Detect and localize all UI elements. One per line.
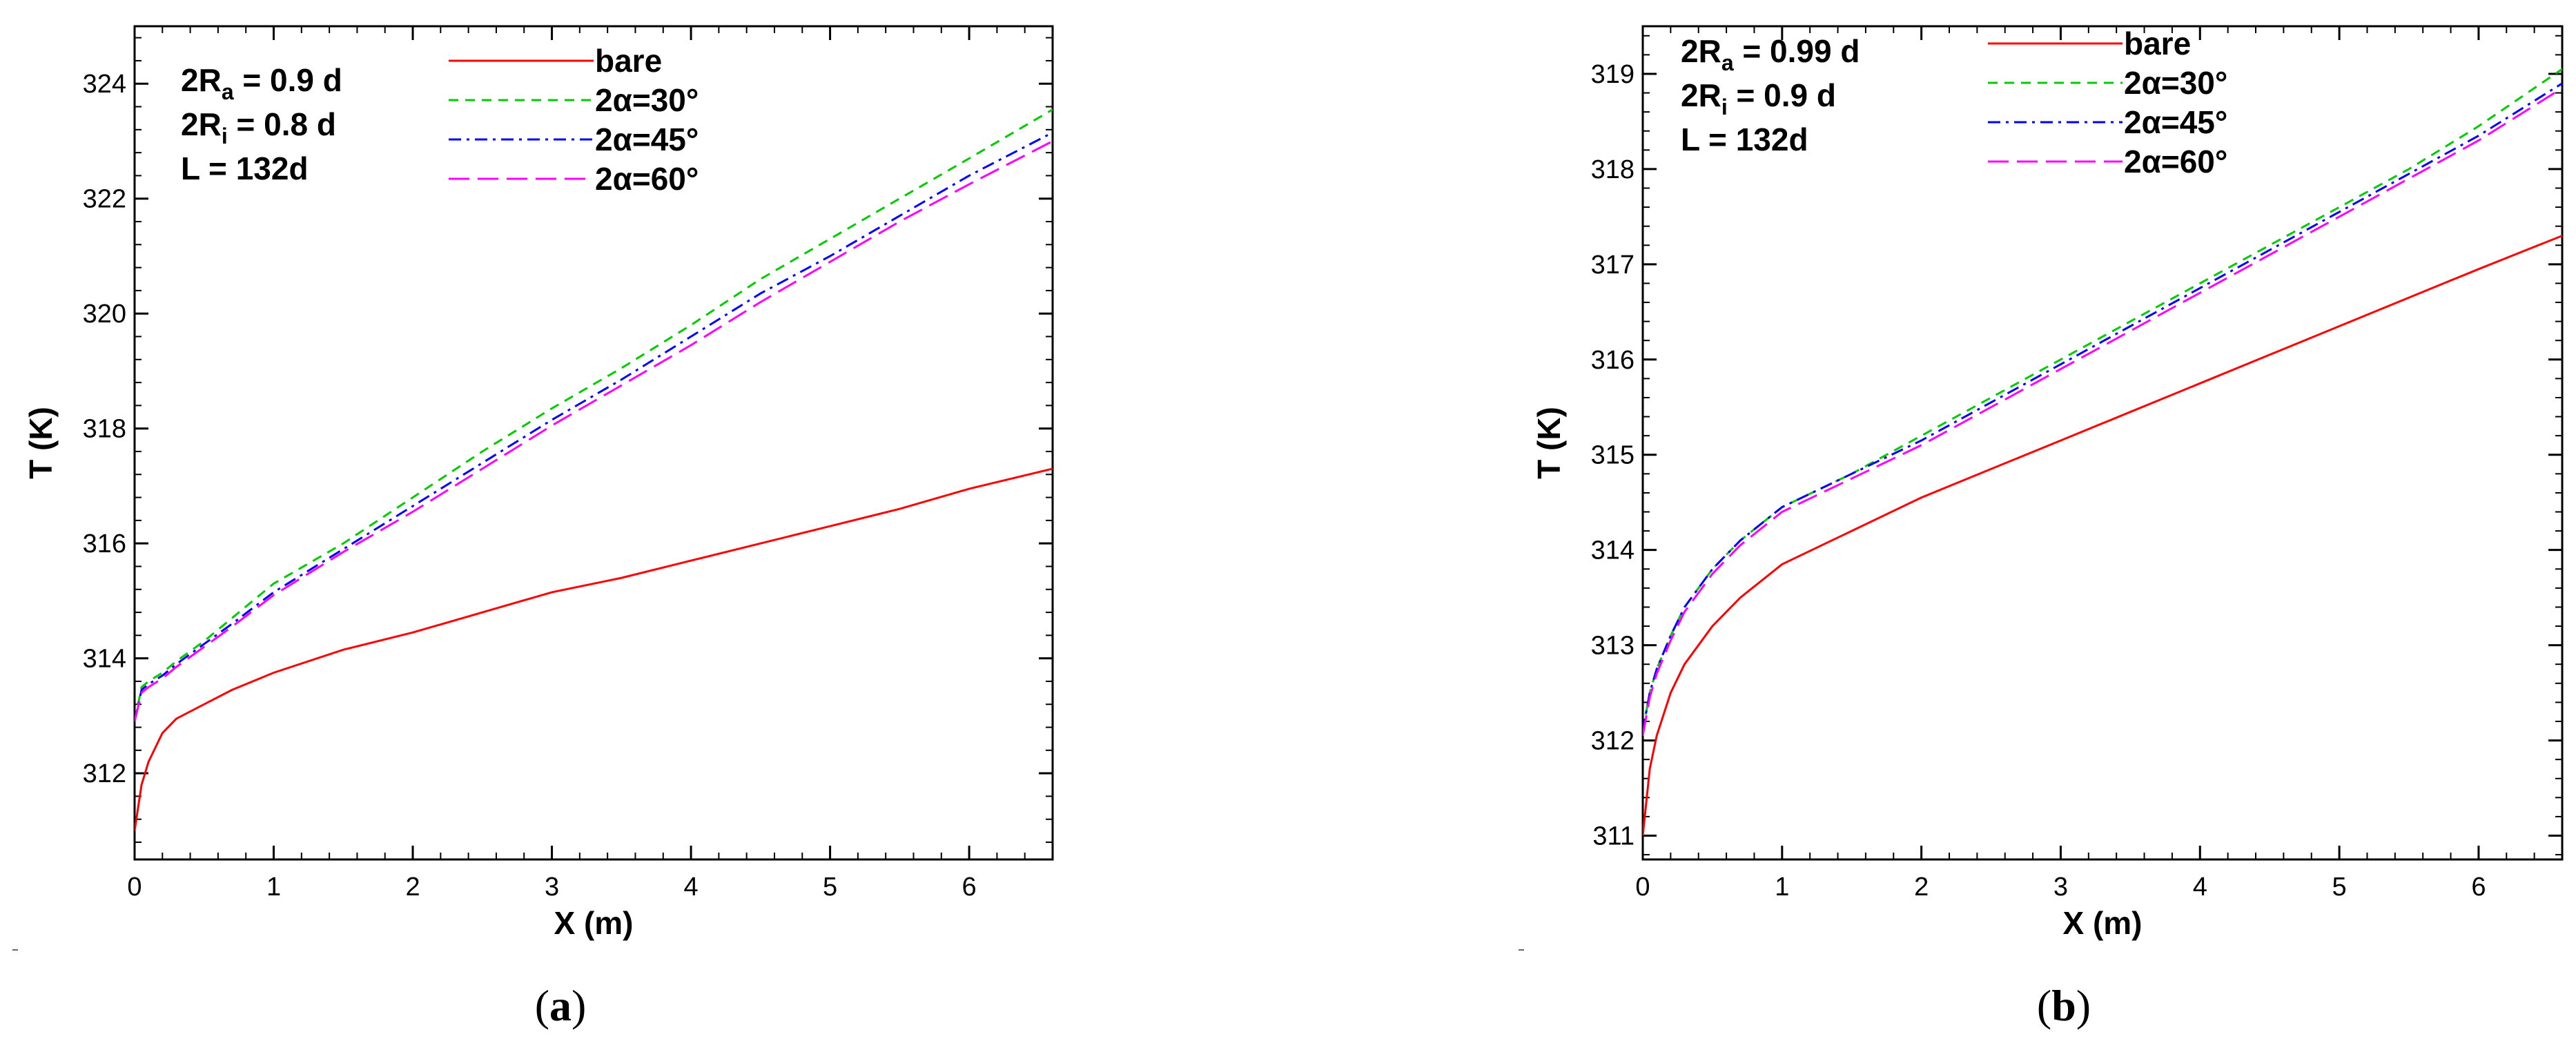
panel-label-open: ( — [535, 981, 549, 1030]
param-value: = 132d — [199, 150, 308, 186]
param-symbol: 2R — [1681, 33, 1721, 69]
y-tick-label: 317 — [1591, 251, 1635, 280]
param-symbol: 2R — [181, 62, 222, 98]
y-tick-label: 322 — [83, 185, 126, 214]
x-tick-label: 1 — [1775, 873, 1789, 902]
y-axis-title: T (K) — [1531, 407, 1567, 479]
series-line-3 — [135, 140, 1053, 722]
series-line-2 — [135, 131, 1053, 722]
panel-label-open: ( — [2037, 981, 2051, 1030]
legend-label: 2α=30° — [2124, 65, 2227, 101]
param-annotation: L = 132d — [1681, 121, 1808, 157]
y-tick-label: 318 — [83, 415, 126, 444]
param-symbol: L — [1681, 121, 1699, 157]
x-tick-label: 5 — [823, 873, 837, 902]
x-tick-label: 4 — [2193, 873, 2207, 902]
x-tick-label: 1 — [266, 873, 281, 902]
param-subscript: i — [222, 124, 228, 148]
y-tick-label: 312 — [83, 759, 126, 788]
series-line-3 — [1643, 87, 2562, 736]
chart-panel-b: 0 1 2 3 4 5 6 311 312 313 314 315 316 317 318 319 X (m) T… — [1519, 25, 2564, 1030]
x-tick-label: 5 — [2332, 873, 2347, 902]
param-symbol: 2R — [181, 106, 222, 142]
plot-frame — [1641, 25, 2564, 861]
panel-label: (b) — [2037, 981, 2091, 1030]
param-subscript: a — [1721, 50, 1734, 75]
series-line-2 — [1643, 82, 2562, 732]
y-tick-label: 314 — [1591, 536, 1635, 565]
param-value: = 0.9 d — [234, 62, 342, 98]
y-tick-label: 324 — [83, 70, 126, 99]
legend-label: 2α=60° — [2124, 144, 2227, 179]
param-annotation: L = 132d — [181, 150, 309, 186]
panel-label-letter: b — [2051, 981, 2076, 1030]
param-value: = 132d — [1699, 121, 1808, 157]
panel-label-close: ) — [572, 981, 586, 1030]
y-axis-title: T (K) — [23, 407, 59, 479]
x-tick-label: 4 — [683, 873, 698, 902]
legend-label: 2α=45° — [2124, 104, 2227, 140]
plot-frame — [133, 25, 1054, 861]
x-tick-label: 3 — [545, 873, 559, 902]
param-annotation: 2Ra = 0.9 d — [181, 62, 342, 104]
panel-label-close: ) — [2076, 981, 2091, 1030]
x-axis-title: X (m) — [554, 905, 634, 941]
y-tick-label: 319 — [1591, 60, 1635, 89]
x-axis-title: X (m) — [2063, 905, 2143, 941]
x-tick-label: 2 — [1914, 873, 1929, 902]
y-tick-label: 314 — [83, 645, 126, 674]
x-tick-label: 2 — [405, 873, 420, 902]
param-annotation: 2Ra = 0.99 d — [1681, 33, 1860, 75]
y-tick-label: 318 — [1591, 155, 1635, 184]
y-tick-label: 311 — [1592, 822, 1635, 851]
legend-label: bare — [595, 43, 662, 79]
panel-label: (a) — [535, 981, 587, 1030]
y-tick-label: 313 — [1591, 632, 1635, 661]
x-tick-label: 6 — [2471, 873, 2486, 902]
param-value: = 0.9 d — [1728, 77, 1836, 113]
x-tick-label: 0 — [1635, 873, 1650, 902]
param-value: = 0.99 d — [1734, 33, 1860, 69]
legend-label: 2α=60° — [595, 161, 699, 197]
param-subscript: a — [222, 79, 234, 104]
x-tick-label: 0 — [127, 873, 142, 902]
series-line-1 — [1643, 68, 2562, 732]
series-line-0 — [1643, 235, 2562, 836]
y-tick-label: 316 — [83, 529, 126, 558]
param-subscript: i — [1721, 95, 1728, 119]
legend-label: bare — [2124, 26, 2191, 61]
y-tick-label: 320 — [83, 300, 126, 329]
chart-panel-a: 0 1 2 3 4 5 6 312 314 316 318 320 322 324 X (m) T (K) 2R… — [12, 25, 1054, 1030]
y-tick-label: 312 — [1591, 727, 1635, 756]
x-tick-label: 3 — [2053, 873, 2068, 902]
param-value: = 0.8 d — [228, 106, 336, 142]
legend-label: 2α=45° — [595, 121, 699, 157]
x-tick-label: 6 — [962, 873, 977, 902]
y-tick-label: 315 — [1591, 441, 1635, 470]
series-line-1 — [135, 108, 1053, 722]
legend-label: 2α=30° — [595, 82, 699, 118]
series-line-0 — [135, 467, 1053, 831]
y-tick-label: 316 — [1591, 346, 1635, 375]
panel-label-letter: a — [549, 981, 572, 1030]
param-symbol: L — [181, 150, 199, 186]
param-symbol: 2R — [1681, 77, 1721, 113]
param-annotation: 2Ri = 0.9 d — [1681, 77, 1836, 119]
param-annotation: 2Ri = 0.8 d — [181, 106, 336, 148]
